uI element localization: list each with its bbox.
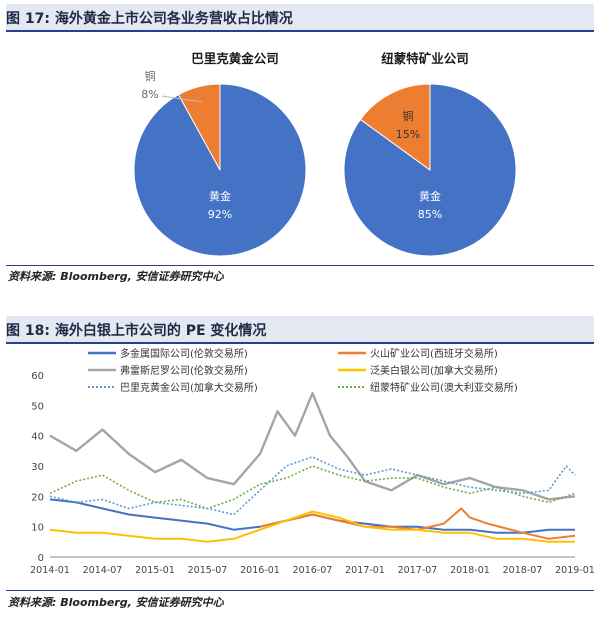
pie-1-label-copper: 铜: [145, 70, 156, 83]
pie-1-pct-gold: 92%: [208, 208, 232, 221]
pie-2-label-gold: 黄金: [419, 189, 441, 203]
series-line-1: [49, 498, 575, 534]
series-line-3: [49, 392, 576, 501]
series-line-4: [49, 510, 575, 543]
x-tick-label: 2015-01: [135, 565, 175, 576]
pie-1-pct-copper: 8%: [141, 88, 158, 101]
pie-1-leader-line: [161, 95, 203, 103]
x-tick-label: 2016-01: [240, 565, 280, 576]
legend-label-6: 纽蒙特矿业公司(澳大利亚交易所): [370, 381, 518, 394]
figure-17-source: 资料来源: Bloomberg, 安信证券研究中心: [8, 270, 224, 283]
pie-2-label-copper: 铜: [403, 109, 414, 123]
figure-17-divider: [6, 265, 594, 266]
legend-label-2: 火山矿业公司(西班牙交易所): [370, 347, 498, 360]
x-tick-label: 2018-07: [503, 565, 543, 576]
pie-chart-1: 黄金 92% 铜 8%: [133, 70, 307, 257]
pie-chart-2: 黄金 85% 铜 15%: [343, 83, 517, 257]
y-tick-label: 20: [31, 492, 44, 503]
pie-2-title: 纽蒙特矿业公司: [381, 51, 469, 66]
legend-label-4: 泛美白银公司(加拿大交易所): [370, 364, 498, 377]
pie-2-pct-copper: 15%: [396, 128, 420, 141]
y-tick-label: 10: [31, 523, 44, 534]
x-tick-label: 2015-07: [188, 565, 228, 576]
pe-line-chart: 多金属国际公司(伦敦交易所) 火山矿业公司(西班牙交易所) 弗雷斯尼罗公司(伦敦交易…: [30, 347, 595, 576]
x-tick-label: 2017-07: [398, 565, 438, 576]
pie-2-pct-gold: 85%: [418, 208, 442, 221]
x-tick-label: 2014-07: [83, 565, 123, 576]
x-tick-label: 2018-01: [450, 565, 490, 576]
x-tick-label: 2019-01: [555, 565, 595, 576]
legend-label-3: 弗雷斯尼罗公司(伦敦交易所): [120, 364, 248, 377]
pie-1-label-gold: 黄金: [209, 189, 231, 203]
figure-18-source: 资料来源: Bloomberg, 安信证券研究中心: [8, 596, 224, 609]
y-tick-label: 30: [31, 462, 44, 473]
figure-17-header: 图 17: 海外黄金上市公司各业务营收占比情况: [6, 4, 594, 32]
x-tick-label: 2014-01: [30, 565, 70, 576]
y-tick-label: 50: [31, 401, 44, 412]
series-line-2: [259, 507, 576, 540]
y-tick-label: 40: [31, 432, 44, 443]
pie-1-slice-copper: [177, 83, 221, 171]
series-line-5: [49, 456, 576, 516]
figure-18-title: 图 18: 海外白银上市公司的 PE 变化情况: [6, 323, 267, 339]
series-line-6: [49, 465, 576, 510]
figure-17-title: 图 17: 海外黄金上市公司各业务营收占比情况: [6, 11, 293, 27]
pie-2-slice-copper: [359, 83, 431, 171]
figure-18-header: 图 18: 海外白银上市公司的 PE 变化情况: [6, 316, 594, 344]
x-tick-label: 2016-07: [293, 565, 333, 576]
legend-label-5: 巴里克黄金公司(加拿大交易所): [120, 381, 258, 394]
y-tick-label: 60: [31, 371, 44, 382]
legend-label-1: 多金属国际公司(伦敦交易所): [120, 347, 248, 360]
pie-1-title: 巴里克黄金公司: [191, 51, 279, 66]
figure-18-divider: [6, 590, 594, 591]
x-tick-label: 2017-01: [345, 565, 385, 576]
y-tick-label: 0: [38, 553, 44, 564]
